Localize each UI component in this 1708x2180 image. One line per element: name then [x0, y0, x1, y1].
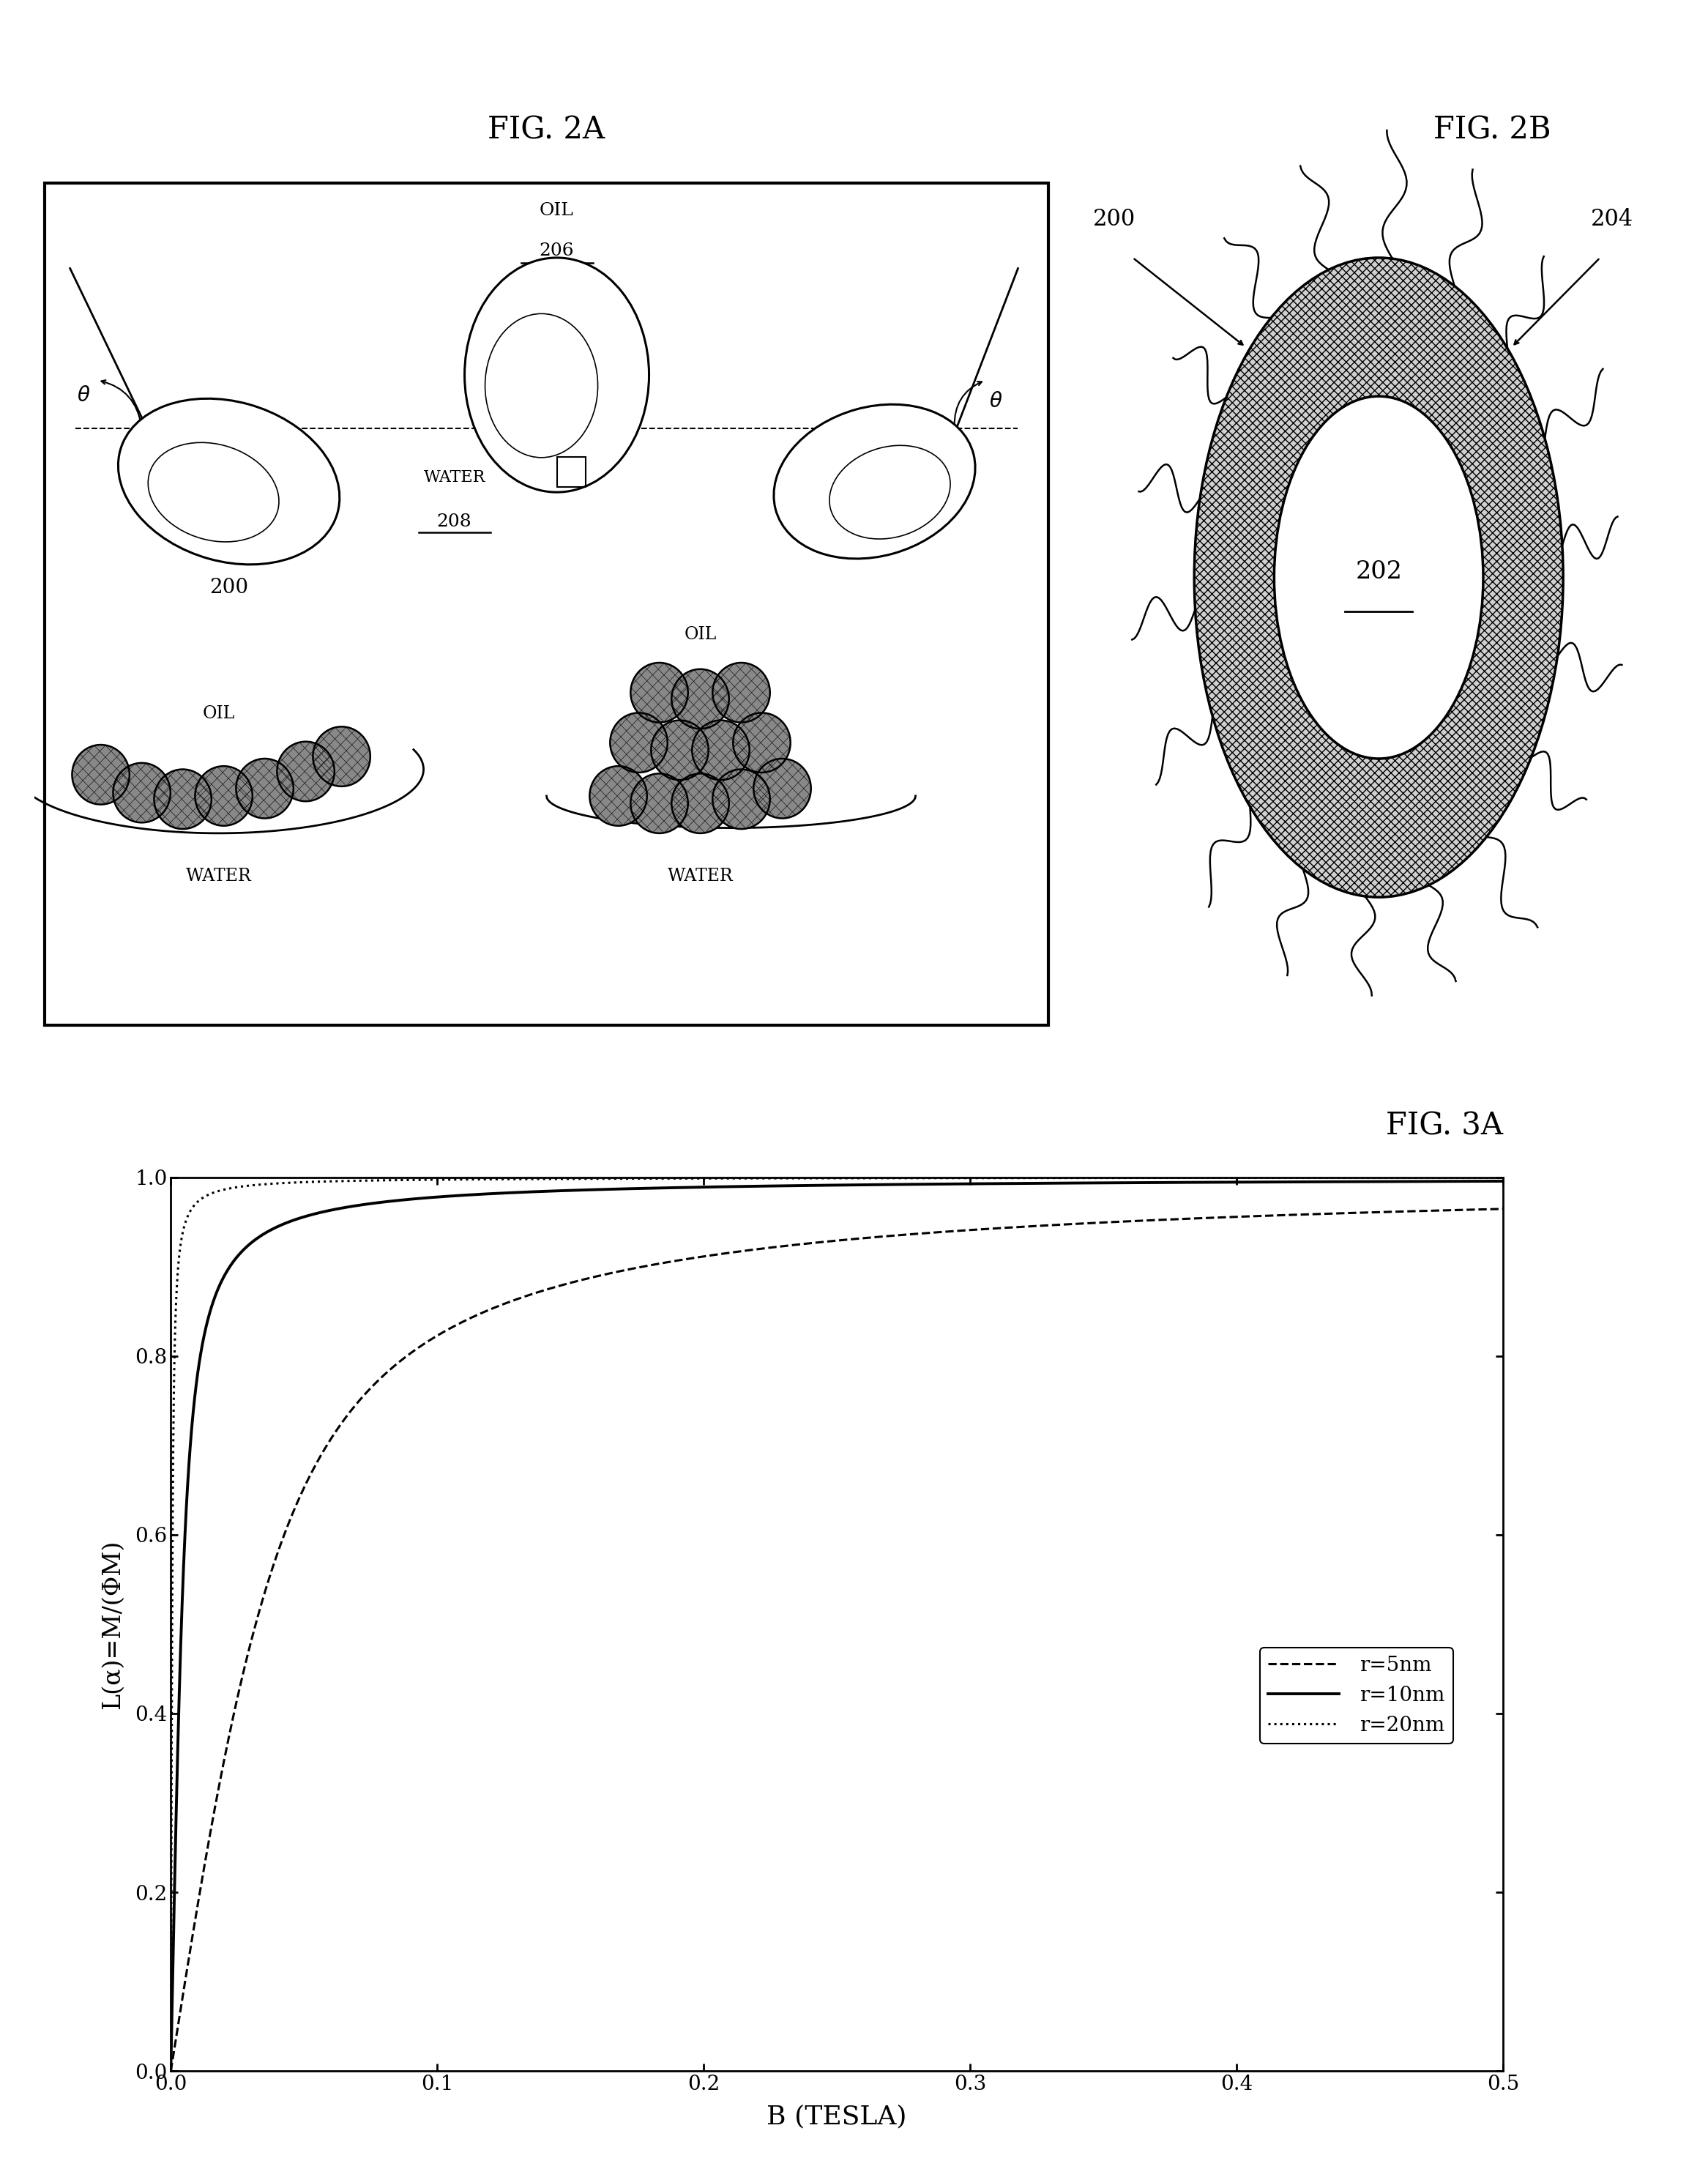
- r=20nm: [241, 1173, 261, 1199]
- Circle shape: [154, 770, 212, 828]
- Circle shape: [712, 770, 770, 828]
- Text: WATER: WATER: [186, 868, 251, 885]
- r=10nm: [167, 1775, 188, 1801]
- Circle shape: [1194, 257, 1563, 898]
- Text: 202: 202: [1356, 560, 1402, 584]
- Circle shape: [610, 713, 668, 772]
- Line: r=10nm: r=10nm: [171, 1182, 1503, 2071]
- Text: $\theta$: $\theta$: [77, 386, 91, 405]
- Ellipse shape: [465, 257, 649, 493]
- r=5nm: [422, 1325, 442, 1352]
- Text: 208: 208: [437, 512, 471, 530]
- Circle shape: [195, 765, 253, 826]
- Ellipse shape: [118, 399, 340, 565]
- Line: r=20nm: r=20nm: [171, 1177, 1503, 2071]
- Text: FIG. 3A: FIG. 3A: [1385, 1110, 1503, 1142]
- r=5nm: [167, 2021, 188, 2047]
- X-axis label: B (TESLA): B (TESLA): [767, 2104, 907, 2130]
- Circle shape: [589, 765, 647, 826]
- Text: 206: 206: [540, 242, 574, 259]
- Text: $\theta$: $\theta$: [989, 392, 1003, 412]
- r=20nm: [1423, 1164, 1443, 1190]
- r=20nm: [422, 1166, 442, 1192]
- r=10nm: [1423, 1168, 1443, 1195]
- Text: 204: 204: [1592, 207, 1633, 231]
- r=10nm: [422, 1184, 442, 1210]
- Text: 200: 200: [1093, 207, 1136, 231]
- Text: FIG. 2B: FIG. 2B: [1433, 116, 1551, 146]
- Text: WATER: WATER: [668, 868, 733, 885]
- Text: FIG. 2A: FIG. 2A: [488, 116, 605, 146]
- r=5nm: [161, 2058, 181, 2084]
- Legend: r=5nm, r=10nm, r=20nm: r=5nm, r=10nm, r=20nm: [1261, 1648, 1454, 1744]
- r=5nm: [215, 1737, 236, 1764]
- r=10nm: [1493, 1168, 1513, 1195]
- Circle shape: [753, 759, 811, 818]
- Circle shape: [630, 663, 688, 722]
- r=10nm: [215, 1260, 236, 1286]
- Circle shape: [651, 719, 709, 780]
- r=20nm: [161, 2058, 181, 2084]
- Circle shape: [712, 663, 770, 722]
- Text: OIL: OIL: [540, 203, 574, 218]
- r=20nm: [167, 1273, 188, 1299]
- Circle shape: [671, 669, 729, 728]
- r=5nm: [1423, 1197, 1443, 1223]
- r=20nm: [811, 1164, 832, 1190]
- Text: OIL: OIL: [202, 704, 236, 722]
- r=20nm: [1493, 1164, 1513, 1190]
- Ellipse shape: [774, 403, 975, 558]
- Circle shape: [277, 741, 335, 802]
- r=5nm: [1493, 1197, 1513, 1223]
- r=10nm: [161, 2058, 181, 2084]
- r=10nm: [241, 1230, 261, 1256]
- Bar: [44, 183, 1049, 1025]
- Circle shape: [733, 713, 791, 772]
- r=5nm: [811, 1230, 832, 1256]
- Circle shape: [113, 763, 171, 822]
- Bar: [557, 458, 586, 486]
- r=20nm: [215, 1175, 236, 1201]
- Circle shape: [692, 719, 750, 780]
- r=5nm: [241, 1631, 261, 1657]
- Circle shape: [72, 746, 130, 804]
- Line: r=5nm: r=5nm: [171, 1210, 1503, 2071]
- Circle shape: [236, 759, 294, 818]
- r=10nm: [811, 1173, 832, 1199]
- Text: WATER: WATER: [424, 469, 485, 486]
- Circle shape: [671, 774, 729, 833]
- Circle shape: [313, 726, 371, 787]
- Text: 200: 200: [210, 578, 248, 597]
- Circle shape: [1274, 397, 1483, 759]
- Y-axis label: L(α)=M/(ΦM): L(α)=M/(ΦM): [101, 1539, 125, 1709]
- Circle shape: [630, 774, 688, 833]
- Text: OIL: OIL: [683, 626, 717, 643]
